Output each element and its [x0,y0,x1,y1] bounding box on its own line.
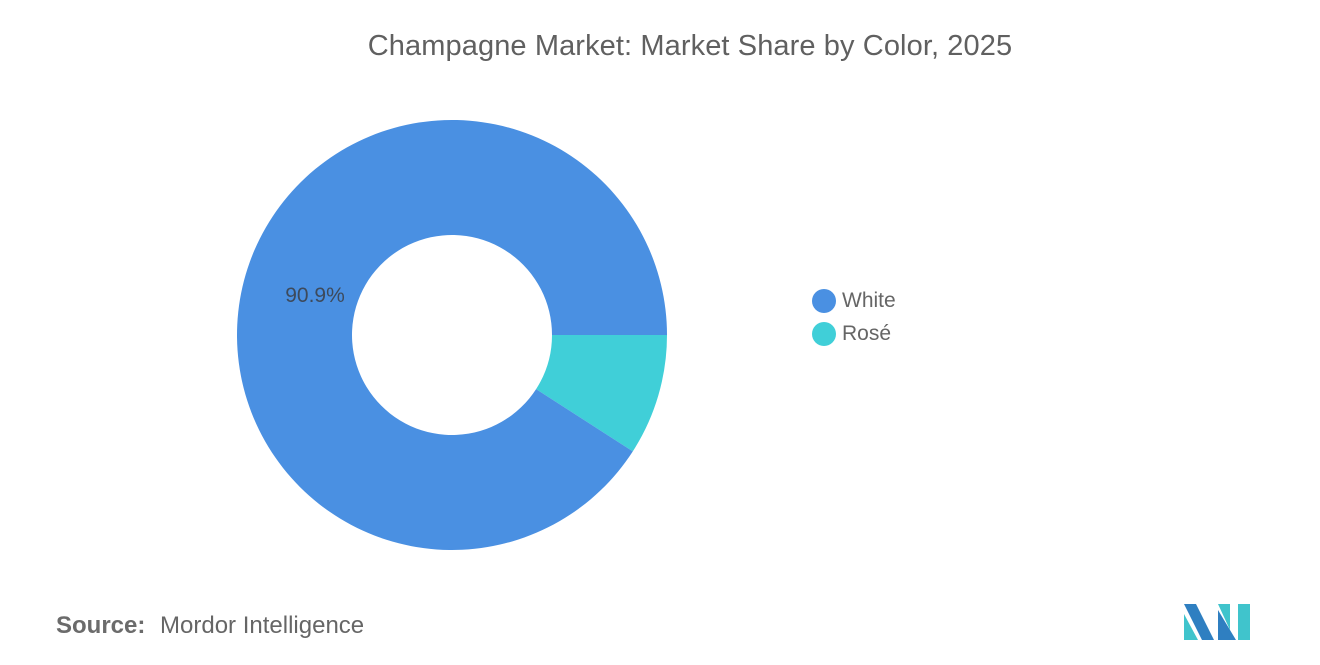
legend: White Rosé [812,284,896,350]
slice-ros[interactable] [536,335,667,452]
slice-label-white: 90.9% [285,284,345,307]
legend-item-white[interactable]: White [812,284,896,317]
source-label: Source: [56,612,146,639]
chart-title: Champagne Market: Market Share by Color,… [367,30,1013,62]
slice-white[interactable] [237,119,668,550]
source-value: Mordor Intelligence [160,612,365,639]
mordor-intelligence-logo-icon [1184,604,1250,640]
legend-label-rose: Rosé [842,321,892,345]
legend-label-white: White [842,288,896,312]
legend-item-rose[interactable]: Rosé [812,317,896,350]
donut-slices [237,119,668,550]
legend-swatch-white-icon [812,288,836,313]
legend-swatch-rose-icon [812,321,836,346]
source-attribution: Source: Mordor Intelligence [56,612,364,640]
